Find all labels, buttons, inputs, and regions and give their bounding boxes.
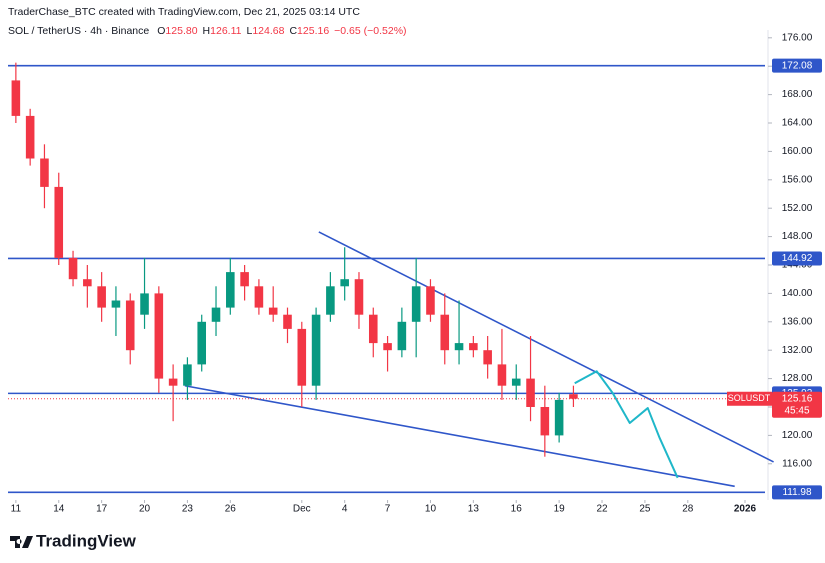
candle-body (283, 314, 292, 329)
candle-body (526, 378, 535, 407)
x-tick-label: 14 (53, 504, 65, 515)
brand: TradingView (36, 531, 137, 550)
candle-body (297, 328, 307, 386)
countdown: 45:45 (784, 405, 809, 416)
ohlc-label: O (157, 25, 165, 37)
trendline (318, 231, 774, 463)
candle-body (226, 272, 235, 308)
y-tick-label: 152.00 (782, 203, 813, 214)
x-tick-label: 11 (11, 504, 22, 515)
candle-body (454, 343, 464, 351)
change: −0.65 (−0.52%) (334, 25, 406, 37)
level-tag (772, 485, 822, 500)
x-tick-label: 26 (225, 504, 237, 515)
candle-body (397, 321, 407, 351)
x-tick-label: 17 (96, 504, 108, 515)
y-tick-label: 176.00 (782, 32, 813, 43)
candle-body (168, 378, 178, 386)
y-tick-label: 156.00 (782, 174, 813, 185)
ohlc-value: 126.11 (210, 25, 241, 37)
candle-body (25, 115, 35, 159)
x-tick-label: 2026 (734, 504, 757, 515)
projection-path (574, 370, 679, 479)
candle-body (368, 314, 378, 344)
x-tick-label: Dec (293, 504, 311, 515)
y-tick-label: 116.00 (782, 458, 812, 469)
candle-body (140, 293, 149, 315)
x-tick-label: 4 (342, 504, 348, 515)
ohlc-label: C (289, 25, 297, 37)
candle-body (54, 186, 64, 258)
candle-body (440, 314, 450, 351)
symbol-label: SOLUSDT (728, 393, 771, 403)
x-tick-label: 23 (182, 504, 194, 515)
level-label: 172.08 (782, 60, 813, 71)
logo: TradingView (10, 531, 137, 550)
y-tick-label: 120.00 (782, 430, 813, 441)
x-tick-label: 25 (639, 504, 651, 515)
y-tick-label: 168.00 (782, 89, 813, 100)
candle-body (254, 286, 264, 308)
y-tick-label: 140.00 (782, 288, 813, 299)
candle-body (68, 257, 78, 280)
x-tick-label: 7 (385, 504, 391, 515)
candle-body (83, 279, 92, 287)
x-tick-label: 28 (682, 504, 694, 515)
y-tick-label: 164.00 (782, 118, 813, 129)
candle-body (211, 307, 221, 322)
candle-body (554, 399, 564, 436)
candle-body (483, 350, 492, 365)
x-tick-label: 10 (425, 504, 437, 515)
candle-body (240, 272, 249, 287)
candle-body (111, 300, 121, 308)
y-tick-label: 136.00 (782, 316, 813, 327)
level-tag (772, 251, 822, 266)
candle-body (97, 286, 106, 308)
x-tick-label: 19 (554, 504, 566, 515)
x-tick-label: 20 (139, 504, 151, 515)
x-tick-label: 13 (468, 504, 480, 515)
candle-body (197, 321, 207, 365)
price-label: 125.16 (782, 393, 813, 404)
candle-body (411, 286, 421, 322)
y-tick-label: 128.00 (782, 373, 813, 384)
candle-body (326, 286, 335, 315)
candle-body (183, 364, 192, 386)
ohlc-value: 125.16 (297, 25, 329, 37)
candle-body (311, 314, 321, 386)
candle-body (340, 279, 349, 287)
ohlc-label: L (246, 25, 252, 37)
candle-body (569, 394, 578, 399)
symbol-tag (727, 391, 772, 406)
ohlc-label: H (203, 25, 211, 37)
x-tick-label: 22 (596, 504, 608, 515)
candle-body (154, 293, 164, 379)
candle-body (497, 364, 507, 386)
candle-body (426, 286, 435, 315)
x-tick-label: 16 (511, 504, 523, 515)
level-label: 144.92 (782, 253, 813, 264)
ohlc-value: 124.68 (252, 25, 284, 37)
candle-body (540, 406, 550, 436)
candle-body (268, 307, 278, 315)
trendline (184, 384, 735, 488)
candle-body (511, 378, 521, 386)
candle-body (354, 279, 364, 315)
candle-body (40, 158, 49, 187)
y-tick-label: 160.00 (782, 146, 813, 157)
price-tag (772, 391, 822, 418)
candle-body (125, 300, 135, 351)
level-tag (772, 58, 822, 73)
candle-body (11, 80, 21, 116)
y-tick-label: 132.00 (782, 345, 813, 356)
ohlc-value: 125.80 (165, 25, 197, 37)
y-tick-label: 148.00 (782, 231, 813, 242)
header: TraderChase_BTC created with TradingView… (8, 6, 360, 18)
level-label: 111.98 (782, 487, 812, 498)
symbol: SOL / TetherUS · 4h · Binance (8, 25, 149, 37)
candle-body (469, 343, 478, 351)
logo-icon (10, 536, 33, 548)
candle-body (383, 343, 392, 351)
